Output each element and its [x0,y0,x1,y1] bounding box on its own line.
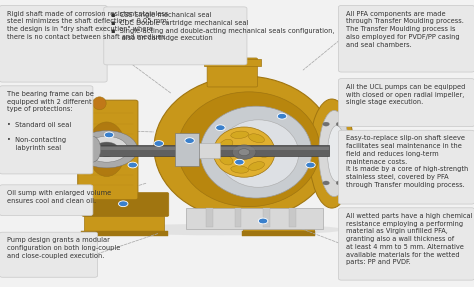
Circle shape [185,138,194,144]
Ellipse shape [154,76,334,220]
Bar [263,208,270,227]
Circle shape [277,113,287,119]
Circle shape [118,201,128,207]
Ellipse shape [218,120,299,187]
FancyBboxPatch shape [84,216,164,233]
Circle shape [336,122,343,126]
Bar [242,231,315,236]
FancyBboxPatch shape [338,208,474,280]
FancyBboxPatch shape [82,193,169,216]
Bar [204,59,261,66]
Text: Pump design grants a modular
configuration on both long-couple
and close-coupled: Pump design grants a modular configurati… [7,237,120,259]
Circle shape [104,132,114,138]
FancyBboxPatch shape [0,232,98,277]
Circle shape [216,125,225,131]
FancyBboxPatch shape [78,100,138,200]
Text: All the UCL pumps can be equipped
with closed or open radial impeller,
single st: All the UCL pumps can be equipped with c… [346,84,465,105]
Ellipse shape [231,131,248,138]
FancyBboxPatch shape [338,130,474,204]
Ellipse shape [213,127,275,177]
Bar [289,208,296,227]
Bar [78,145,329,156]
Text: ▪  CSS Single mechanical seal
▪  CDC Double cartridge mechanical seal
▪  Single-: ▪ CSS Single mechanical seal ▪ CDC Doubl… [111,12,335,41]
Text: All PFA components are made
through Transfer Moulding process.
The Transfer Moul: All PFA components are made through Tran… [346,11,464,48]
Ellipse shape [97,224,344,235]
Text: Easy-to-replace slip-on shaft sleeve
facilitates seal maintenance in the
field a: Easy-to-replace slip-on shaft sleeve fac… [346,135,468,188]
Circle shape [76,131,137,168]
Ellipse shape [328,126,346,182]
Circle shape [323,181,329,185]
Ellipse shape [88,122,126,177]
Circle shape [232,145,256,159]
FancyBboxPatch shape [0,5,107,82]
Circle shape [235,159,244,165]
Ellipse shape [319,110,350,197]
Text: Oil sump with enlarged volume
ensures cool and clean oil.: Oil sump with enlarged volume ensures co… [7,190,111,204]
FancyBboxPatch shape [338,5,474,72]
Circle shape [128,162,137,168]
Bar [175,133,199,166]
Ellipse shape [309,99,354,208]
Ellipse shape [248,162,264,170]
Circle shape [336,181,343,185]
Ellipse shape [219,155,233,165]
Circle shape [306,162,315,168]
FancyBboxPatch shape [0,185,93,216]
Bar [81,231,168,236]
Bar [206,208,213,227]
Text: All wetted parts have a high chemical
resistance employing a performing
material: All wetted parts have a high chemical re… [346,213,473,265]
FancyBboxPatch shape [186,208,323,229]
Circle shape [238,149,250,156]
Ellipse shape [248,134,264,143]
Circle shape [85,136,128,162]
FancyBboxPatch shape [243,216,314,233]
FancyBboxPatch shape [0,86,93,174]
Bar [235,208,241,227]
Ellipse shape [258,147,270,158]
Ellipse shape [93,97,106,110]
Text: Rigid shaft made of corrosion resistant stainless
steel minimizes the shaft defl: Rigid shaft made of corrosion resistant … [7,11,169,40]
Ellipse shape [178,92,320,207]
Ellipse shape [231,166,248,173]
FancyBboxPatch shape [207,58,257,87]
Ellipse shape [219,139,233,150]
Bar [78,147,329,150]
Circle shape [154,141,164,146]
Ellipse shape [84,136,101,162]
Circle shape [258,218,268,224]
Circle shape [95,142,118,156]
Circle shape [323,122,329,126]
Ellipse shape [200,106,312,198]
Text: The bearing frame can be
equipped with 2 different
type of protections:

•  Stan: The bearing frame can be equipped with 2… [7,91,94,151]
FancyBboxPatch shape [338,79,474,127]
Bar [182,143,220,158]
FancyBboxPatch shape [104,7,247,65]
